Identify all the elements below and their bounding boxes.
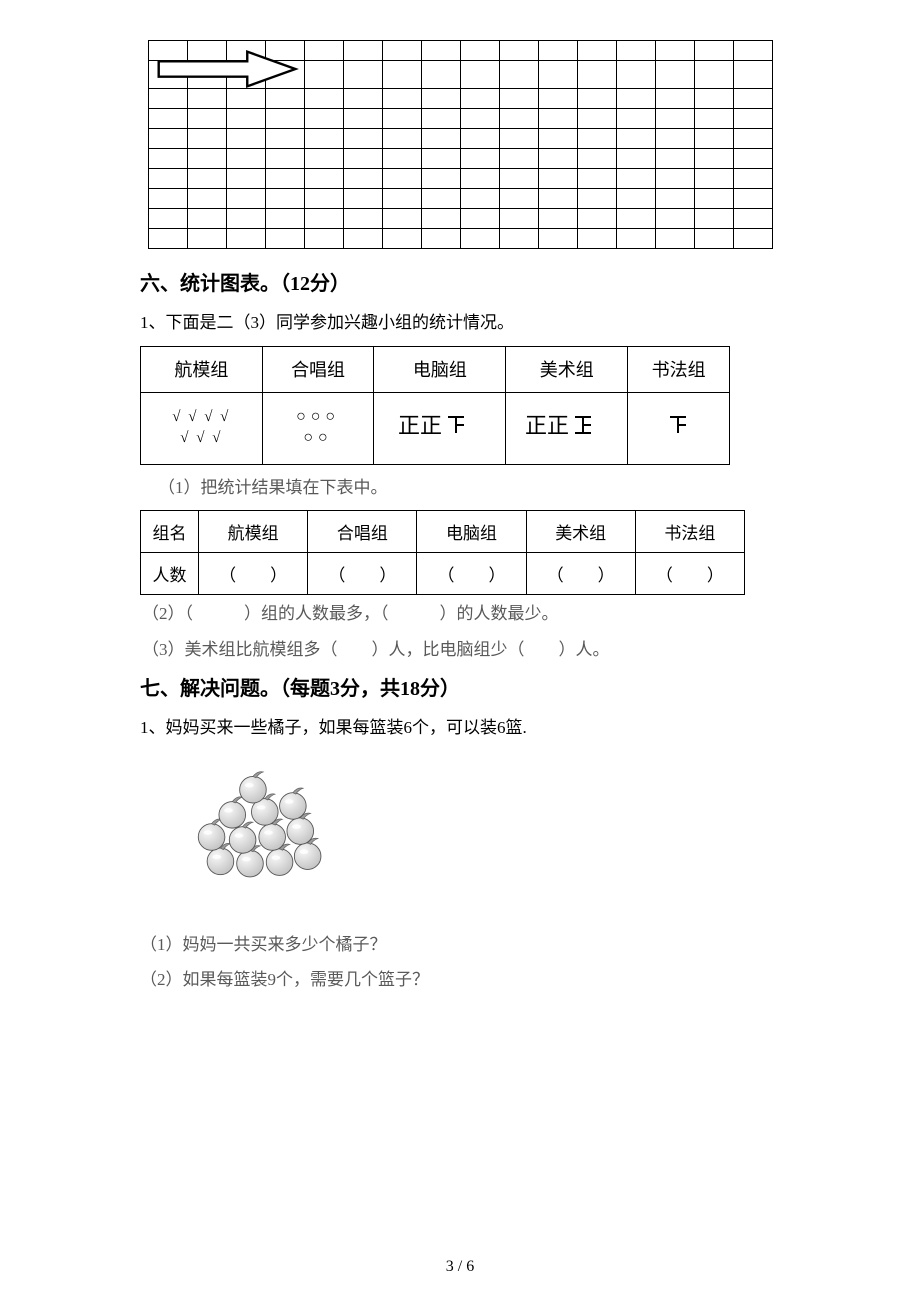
ct-r1c0: 组名 bbox=[141, 511, 199, 553]
ct-h5: 书法组 bbox=[635, 511, 744, 553]
ct-b4: （ ） bbox=[526, 553, 635, 595]
ct-b1: （ ） bbox=[199, 553, 308, 595]
section-6-title: 六、统计图表。（12分） bbox=[140, 267, 780, 296]
th-hangmo: 航模组 bbox=[141, 346, 263, 392]
td-shufa bbox=[628, 392, 730, 464]
th-meishu: 美术组 bbox=[506, 346, 628, 392]
grid-preview bbox=[148, 40, 773, 249]
section-7-title: 七、解决问题。（每题3分，共18分） bbox=[140, 672, 780, 701]
ct-b5: （ ） bbox=[635, 553, 744, 595]
tally-table: 航模组 合唱组 电脑组 美术组 书法组 √ √ √ √√ √ √ ○○○○○ 正… bbox=[140, 346, 730, 465]
ct-h3: 电脑组 bbox=[417, 511, 526, 553]
td-meishu: 正正 bbox=[506, 392, 628, 464]
ct-r2c0: 人数 bbox=[141, 553, 199, 595]
ct-h1: 航模组 bbox=[199, 511, 308, 553]
ct-h4: 美术组 bbox=[526, 511, 635, 553]
th-diannao: 电脑组 bbox=[374, 346, 506, 392]
td-hangmo: √ √ √ √√ √ √ bbox=[141, 392, 263, 464]
q1b: （2）如果每篮装9个，需要几个篮子？ bbox=[140, 967, 780, 993]
sub1: （1）把统计结果填在下表中。 bbox=[158, 475, 780, 501]
sub3: （3）美术组比航模组多（ ）人，比电脑组少（ ）人。 bbox=[142, 637, 780, 663]
oranges-image bbox=[182, 769, 352, 887]
q1a: （1）妈妈一共买来多少个橘子？ bbox=[140, 932, 780, 958]
q1: 1、妈妈买来一些橘子，如果每篮装6个，可以装6篮. bbox=[140, 715, 780, 741]
section-6-intro: 1、下面是二（3）同学参加兴趣小组的统计情况。 bbox=[140, 310, 780, 336]
td-hechang: ○○○○○ bbox=[262, 392, 374, 464]
svg-text:正正: 正正 bbox=[525, 413, 569, 438]
sub2: （2）（ ）组的人数最多，（ ）的人数最少。 bbox=[142, 601, 780, 627]
ct-b3: （ ） bbox=[417, 553, 526, 595]
th-hechang: 合唱组 bbox=[262, 346, 374, 392]
arrow-icon bbox=[151, 47, 305, 91]
ct-h2: 合唱组 bbox=[308, 511, 417, 553]
ct-b2: （ ） bbox=[308, 553, 417, 595]
th-shufa: 书法组 bbox=[628, 346, 730, 392]
td-diannao: 正正 bbox=[374, 392, 506, 464]
count-table: 组名 航模组 合唱组 电脑组 美术组 书法组 人数 （ ） （ ） （ ） （ … bbox=[140, 510, 745, 595]
svg-text:正正: 正正 bbox=[398, 413, 442, 438]
page-number: 3 / 6 bbox=[0, 1258, 920, 1276]
